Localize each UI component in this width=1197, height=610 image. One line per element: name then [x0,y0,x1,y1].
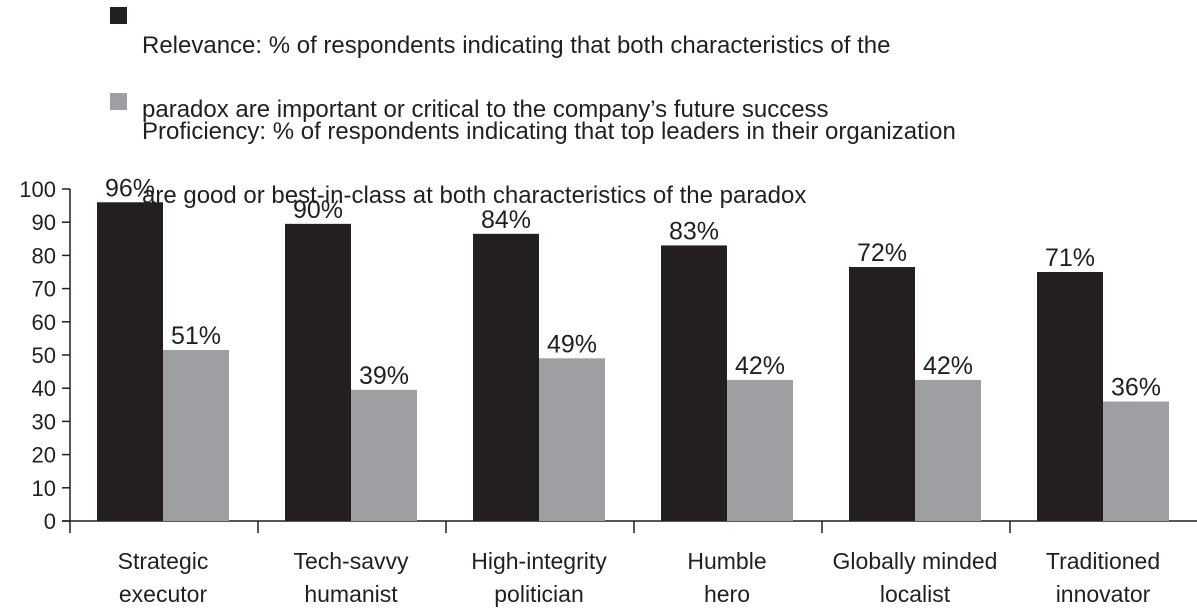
bar-proficiency-3 [727,380,793,521]
category-label-2-line-2: politician [494,581,584,607]
data-label-proficiency-3: 42% [735,352,785,380]
category-label-1-line-1: Tech-savvy [293,548,409,574]
y-tick-label-70: 70 [32,277,56,302]
bars [97,202,1169,521]
data-label-proficiency-5: 36% [1111,373,1161,401]
bar-relevance-2 [473,234,539,521]
category-label-5-line-1: Traditioned [1046,548,1160,574]
y-tick-label-80: 80 [32,243,56,268]
data-label-relevance-5: 71% [1045,244,1095,272]
bar-relevance-0 [97,202,163,521]
category-label-1-line-2: humanist [304,581,398,607]
bar-relevance-1 [285,224,351,521]
data-label-relevance-2: 84% [481,206,531,234]
y-tick-label-40: 40 [32,376,56,401]
bar-proficiency-0 [163,350,229,521]
bar-proficiency-4 [915,380,981,521]
y-tick-label-90: 90 [32,210,56,235]
bar-proficiency-2 [539,358,605,521]
category-label-0-line-1: Strategic [118,548,209,574]
category-labels: Strategic executor Tech-savvy humanist High-… [118,548,1160,607]
bar-proficiency-1 [351,390,417,521]
category-label-4-line-2: localist [880,581,951,607]
category-label-2-line-1: High-integrity [471,548,607,574]
category-label-3-line-1: Humble [687,548,766,574]
data-label-proficiency-4: 42% [923,352,973,380]
data-labels: 96% 51% 90% 39% 84% 49% 83% 42% 72% 42% 71% 36% [105,174,1161,401]
bar-relevance-5 [1037,272,1103,521]
category-label-5-line-2: innovator [1056,581,1151,607]
bar-relevance-4 [849,267,915,521]
bar-relevance-3 [661,245,727,521]
data-label-relevance-3: 83% [669,217,719,245]
x-axis [62,521,1197,533]
category-label-3-line-2: hero [704,581,750,607]
y-tick-label-10: 10 [32,476,56,501]
bar-proficiency-5 [1103,401,1169,521]
data-label-relevance-0: 96% [105,174,155,202]
y-tick-label-0: 0 [44,509,56,534]
category-label-0-line-2: executor [119,581,208,607]
y-tick-label-60: 60 [32,310,56,335]
y-axis: 0 10 20 30 40 50 60 70 80 90 100 [19,177,70,534]
category-label-4-line-1: Globally minded [833,548,998,574]
y-tick-label-50: 50 [32,343,56,368]
data-label-proficiency-2: 49% [547,330,597,358]
data-label-proficiency-1: 39% [359,362,409,390]
data-label-relevance-4: 72% [857,239,907,267]
y-tick-label-30: 30 [32,409,56,434]
data-label-relevance-1: 90% [293,196,343,224]
data-label-proficiency-0: 51% [171,322,221,350]
y-tick-label-100: 100 [19,177,56,202]
y-tick-label-20: 20 [32,443,56,468]
